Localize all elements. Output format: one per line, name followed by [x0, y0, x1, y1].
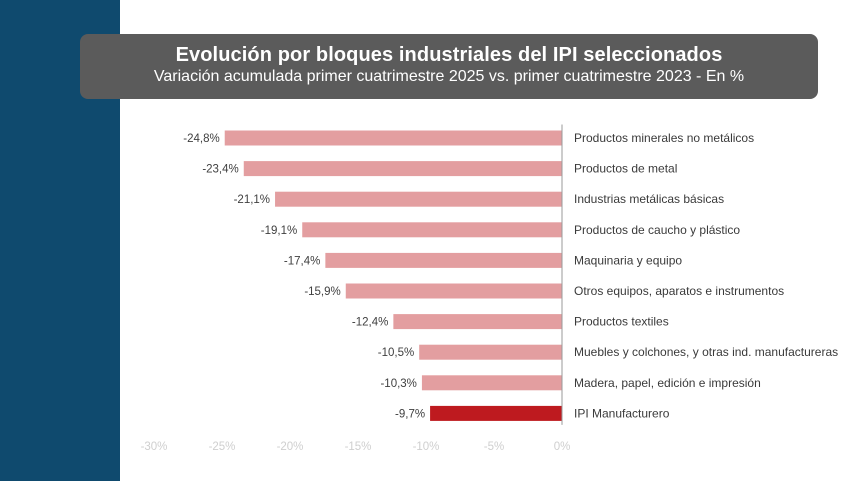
chart-subtitle: Variación acumulada primer cuatrimestre …: [153, 68, 745, 85]
category-label: Otros equipos, aparatos e instrumentos: [574, 284, 784, 298]
x-tick-label: -25%: [209, 441, 236, 453]
bar: [393, 314, 562, 330]
category-label: Productos textiles: [574, 315, 669, 329]
bar-highlight: [430, 405, 562, 421]
bar-value-label: -9,7%: [395, 408, 425, 420]
bar: [421, 375, 562, 391]
bar: [275, 191, 562, 207]
category-label: Productos de metal: [574, 162, 677, 176]
bar-value-label: -10,3%: [380, 378, 416, 390]
bar-value-label: -12,4%: [352, 317, 388, 329]
bar-value-label: -15,9%: [304, 286, 340, 298]
bar-value-label: -10,5%: [378, 347, 414, 359]
bar: [345, 283, 562, 299]
bar: [224, 130, 562, 146]
category-label: Industrias metálicas básicas: [574, 192, 724, 206]
category-label: Maquinaria y equipo: [574, 253, 682, 267]
category-label: Productos de caucho y plástico: [574, 223, 740, 237]
bar-value-label: -17,4%: [284, 255, 320, 267]
category-label: IPI Manufacturero: [574, 406, 670, 420]
bar: [302, 222, 562, 238]
bar: [419, 344, 562, 360]
x-tick-label: -30%: [141, 441, 168, 453]
bar-value-label: -19,1%: [261, 225, 297, 237]
x-tick-label: -20%: [277, 441, 304, 453]
bar: [243, 161, 562, 177]
x-tick-label: -5%: [484, 441, 504, 453]
bar: [325, 252, 562, 268]
bar-value-label: -24,8%: [183, 133, 219, 145]
x-tick-label: 0%: [554, 441, 571, 453]
x-tick-label: -10%: [413, 441, 440, 453]
bar-value-label: -21,1%: [234, 194, 270, 206]
chart-title: Evolución por bloques industriales del I…: [175, 44, 723, 66]
category-label: Muebles y colchones, y otras ind. manufa…: [574, 345, 838, 359]
category-label: Madera, papel, edición e impresión: [574, 376, 761, 390]
category-label: Productos minerales no metálicos: [574, 131, 754, 145]
chart-header: Evolución por bloques industriales del I…: [80, 34, 818, 99]
x-tick-label: -15%: [345, 441, 372, 453]
bar-value-label: -23,4%: [202, 164, 238, 176]
